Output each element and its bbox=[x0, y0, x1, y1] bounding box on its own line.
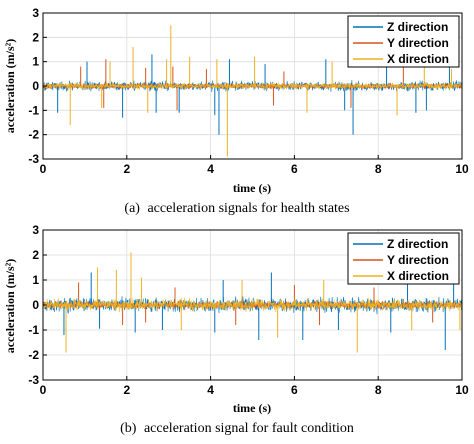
panel-a-legend-label: Y direction bbox=[387, 36, 449, 50]
panel-a-xtick-label: 2 bbox=[123, 162, 130, 176]
panel-b-label: (b) bbox=[120, 421, 137, 436]
panel-a-ytick-label: -1 bbox=[28, 103, 39, 117]
panel-b-caption: (b) acceleration signal for fault condit… bbox=[120, 421, 354, 436]
panel-b-ytick-label: -1 bbox=[28, 323, 39, 337]
panel-b-ytick-label: 3 bbox=[32, 223, 39, 237]
panel-b-legend-label: Y direction bbox=[387, 253, 449, 267]
panel-b-ytick-label: 1 bbox=[32, 273, 39, 287]
panel-a-xtick-label: 10 bbox=[455, 162, 469, 176]
panel-a-caption-text: acceleration signals for health states bbox=[147, 201, 349, 216]
panel-a-series-line-x-direction bbox=[43, 82, 462, 91]
panel-a-caption: (a) acceleration signals for health stat… bbox=[124, 201, 349, 216]
svg-text:(b) acceleration sig: (b) acceleration signal for fault condit… bbox=[120, 421, 354, 436]
panel-b-ytick-label: -2 bbox=[28, 348, 39, 362]
panel-a-legend-label: Z direction bbox=[387, 20, 448, 34]
panel-b-ytick-label: -3 bbox=[28, 373, 39, 387]
panel-a-label: (a) bbox=[124, 201, 140, 216]
panel-a-plot-area bbox=[43, 25, 462, 157]
panel-b-xtick-label: 8 bbox=[375, 383, 382, 397]
panel-a-ytick-label: -3 bbox=[28, 152, 39, 166]
panel-a-legend: Z direction Y direction X direction bbox=[347, 15, 460, 68]
panel-a-ytick-label: 2 bbox=[32, 30, 39, 44]
panel-b-xtick-label: 2 bbox=[123, 383, 130, 397]
panel-a-ytick-label: 0 bbox=[32, 79, 39, 93]
panel-b-ytick-label: 0 bbox=[32, 298, 39, 312]
svg-text:(a) acceleration sig: (a) acceleration signals for health stat… bbox=[124, 201, 349, 216]
panel-b-xtick-label: 10 bbox=[455, 383, 469, 397]
panel-b-ytick-label: 2 bbox=[32, 248, 39, 262]
panel-a-xlabel: time (s) bbox=[233, 181, 271, 195]
panel-a-ytick-label: -2 bbox=[28, 128, 39, 142]
panel-a-xtick-label: 8 bbox=[375, 162, 382, 176]
panel-a-xtick-label: 6 bbox=[291, 162, 298, 176]
panel-b-xtick-label: 4 bbox=[207, 383, 214, 397]
panel-b-xtick-label: 6 bbox=[291, 383, 298, 397]
panel-b-legend: Z direction Y direction X direction bbox=[347, 232, 460, 285]
panel-b-legend-label: Z direction bbox=[387, 237, 448, 251]
panel-a-xtick-label: 4 bbox=[207, 162, 214, 176]
panel-b-xtick-label: 0 bbox=[40, 383, 47, 397]
panel-b-ylabel: acceleration (m/s²) bbox=[3, 259, 17, 354]
panel-b-legend-label: X direction bbox=[387, 269, 449, 283]
panel-a-xtick-label: 0 bbox=[40, 162, 47, 176]
panel-b-xlabel: time (s) bbox=[233, 401, 271, 415]
panel-a-ytick-label: 3 bbox=[32, 6, 39, 20]
panel-a-legend-label: X direction bbox=[387, 52, 449, 66]
panel-b-caption-text: acceleration signal for fault condition bbox=[144, 421, 354, 436]
panel-b-series-line-x-direction bbox=[43, 297, 462, 313]
panel-a-ylabel: acceleration (m/s²) bbox=[3, 39, 17, 134]
panel-a-ytick-label: 1 bbox=[32, 55, 39, 69]
